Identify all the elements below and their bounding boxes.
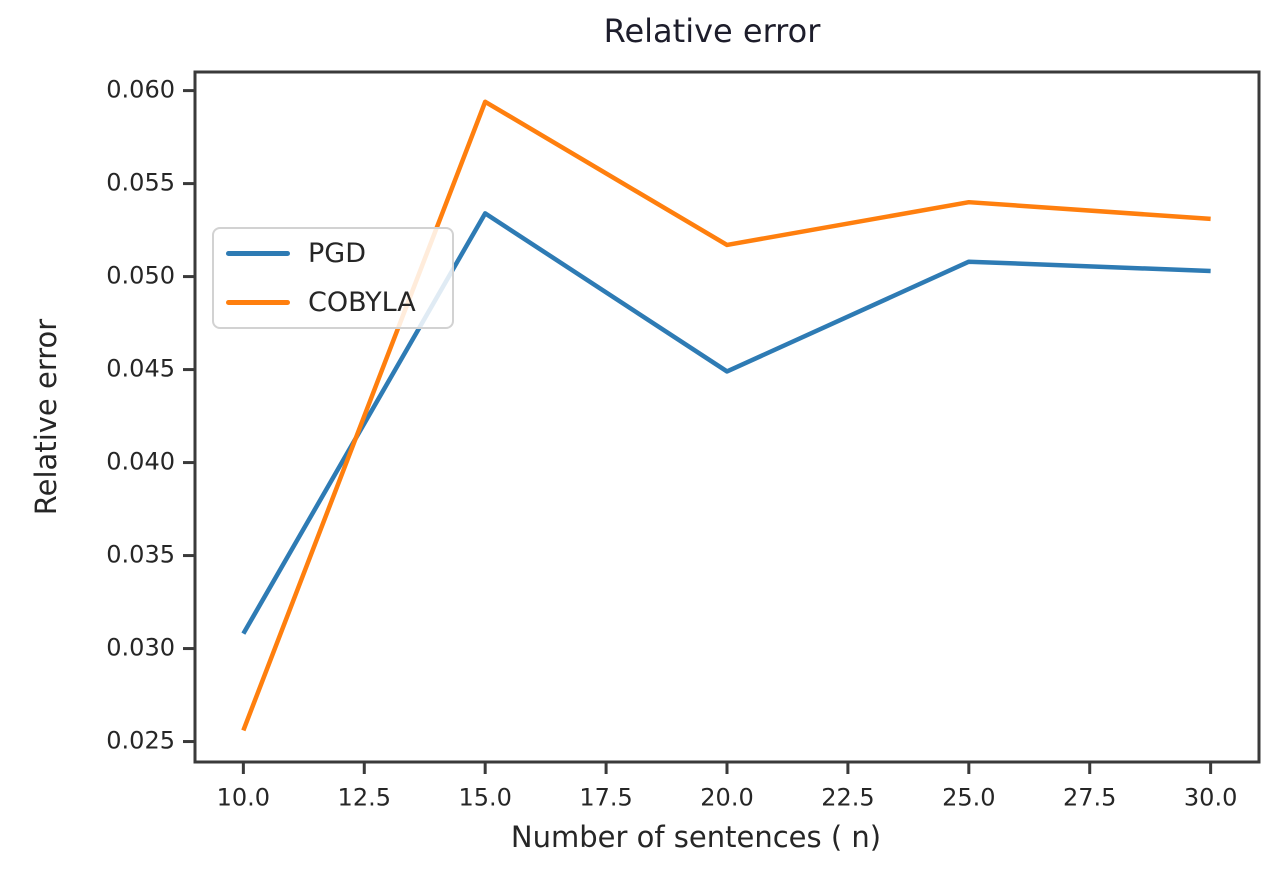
x-tick-label: 20.0 bbox=[700, 784, 753, 812]
y-tick-label: 0.025 bbox=[106, 727, 175, 755]
y-tick-label: 0.040 bbox=[106, 448, 175, 476]
series-line-cobyla bbox=[241, 99, 1211, 732]
legend-item-pgd: PGD bbox=[226, 240, 452, 267]
x-tick-label: 17.5 bbox=[579, 784, 632, 812]
series-line-pgd bbox=[241, 211, 1211, 635]
x-tick-label: 27.5 bbox=[1063, 784, 1116, 812]
y-axis-label: Relative error bbox=[29, 318, 63, 516]
y-tick-label: 0.055 bbox=[106, 169, 175, 197]
y-tick-label: 0.045 bbox=[106, 355, 175, 383]
y-tick-label: 0.035 bbox=[106, 541, 175, 569]
x-axis-label: Number of sentences ( n) bbox=[510, 820, 882, 854]
x-tick-label: 10.0 bbox=[217, 784, 270, 812]
legend-item-cobyla: COBYLA bbox=[226, 289, 452, 316]
x-tick-label: 25.0 bbox=[942, 784, 995, 812]
x-tick-label: 15.0 bbox=[458, 784, 511, 812]
legend-line-swatch-pgd bbox=[226, 251, 290, 256]
y-tick-label: 0.030 bbox=[106, 634, 175, 662]
legend-line-swatch-cobyla bbox=[226, 300, 290, 305]
plot-border bbox=[193, 70, 1261, 764]
chart-title: Relative error bbox=[603, 12, 821, 50]
legend-label-cobyla: COBYLA bbox=[308, 287, 416, 318]
y-tick-label: 0.060 bbox=[106, 76, 175, 104]
x-tick-label: 12.5 bbox=[338, 784, 391, 812]
legend-label-pgd: PGD bbox=[308, 238, 366, 269]
legend: PGD COBYLA bbox=[212, 227, 454, 329]
x-tick-label: 30.0 bbox=[1184, 784, 1237, 812]
x-tick-label: 22.5 bbox=[821, 784, 874, 812]
y-tick-label: 0.050 bbox=[106, 262, 175, 290]
